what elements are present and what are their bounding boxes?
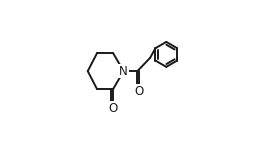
Text: O: O [108, 102, 118, 115]
Text: N: N [119, 65, 128, 78]
Text: O: O [134, 85, 143, 98]
